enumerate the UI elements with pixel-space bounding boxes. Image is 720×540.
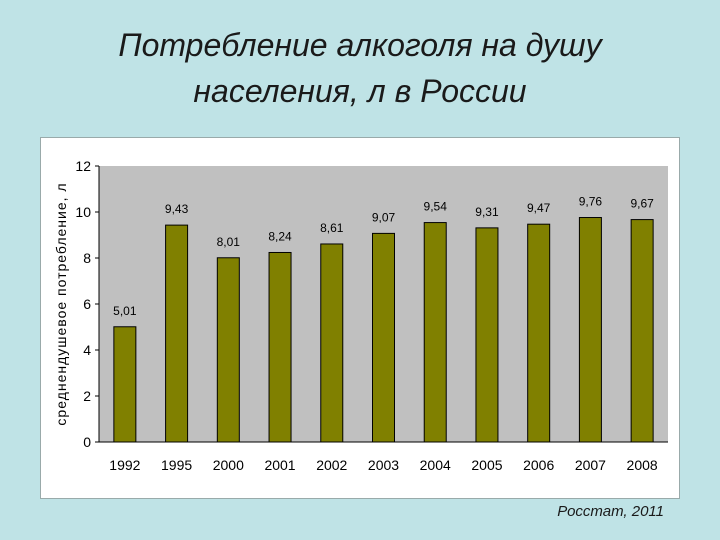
x-tick-label: 2003 <box>368 457 399 473</box>
chart-panel: 0 2 4 6 8 10 12 5,01 9,43 8,01 8,24 8,61 9,07 9,54 9,… <box>40 137 680 499</box>
data-label: 9,31 <box>475 205 499 219</box>
bar <box>320 243 344 443</box>
title-line-2: населения, л в России <box>193 73 527 109</box>
x-tick-label: 2002 <box>316 457 347 473</box>
y-tick-label: 8 <box>83 250 91 266</box>
source-note: Росстат, 2011 <box>557 503 664 520</box>
title-line-1: Потребление алкоголя на душу <box>118 27 602 63</box>
data-label: 9,43 <box>165 202 189 216</box>
bar <box>268 251 292 443</box>
data-label: 9,54 <box>424 200 448 214</box>
x-tick-label: 2000 <box>213 457 244 473</box>
x-tick-label: 1995 <box>161 457 192 473</box>
y-tick-label: 4 <box>83 342 91 358</box>
x-axis-tick-labels: 1992 1995 2000 2001 2002 2003 2004 2005 2006 2007… <box>109 457 658 473</box>
data-label: 5,01 <box>113 304 137 318</box>
y-axis-ticks: 0 2 4 6 8 10 12 <box>75 158 99 450</box>
data-label: 8,24 <box>268 229 292 243</box>
bar <box>113 326 137 443</box>
bar <box>630 219 654 443</box>
x-tick-label: 2005 <box>471 457 502 473</box>
bar-chart: 0 2 4 6 8 10 12 5,01 9,43 8,01 8,24 8,61 9,07 9,54 9,… <box>53 158 668 473</box>
x-tick-label: 2004 <box>420 457 451 473</box>
data-label: 9,47 <box>527 201 551 215</box>
bar <box>475 227 499 443</box>
bar <box>527 223 551 443</box>
data-label: 9,07 <box>372 210 396 224</box>
data-label: 8,61 <box>320 221 344 235</box>
bar <box>165 224 189 443</box>
data-label: 9,67 <box>630 197 654 211</box>
y-axis-label: среднендушевое потребление, л <box>53 182 69 425</box>
bar-series <box>113 217 654 443</box>
data-label: 8,01 <box>217 235 241 249</box>
x-tick-label: 2006 <box>523 457 554 473</box>
y-tick-label: 2 <box>83 388 91 404</box>
y-tick-label: 12 <box>75 158 91 174</box>
bar <box>423 222 447 443</box>
data-label: 9,76 <box>579 195 603 209</box>
x-tick-label: 2001 <box>264 457 295 473</box>
y-tick-label: 6 <box>83 296 91 312</box>
y-tick-label: 0 <box>83 434 91 450</box>
x-tick-label: 2008 <box>627 457 658 473</box>
bar <box>372 232 395 443</box>
data-labels: 5,01 9,43 8,01 8,24 8,61 9,07 9,54 9,31 9,47 9,76… <box>113 195 654 318</box>
bar <box>578 217 602 443</box>
x-tick-label: 1992 <box>109 457 140 473</box>
bar <box>216 257 240 443</box>
slide-title: Потребление алкоголя на душу населения, … <box>0 22 720 114</box>
x-tick-label: 2007 <box>575 457 606 473</box>
y-tick-label: 10 <box>75 204 91 220</box>
